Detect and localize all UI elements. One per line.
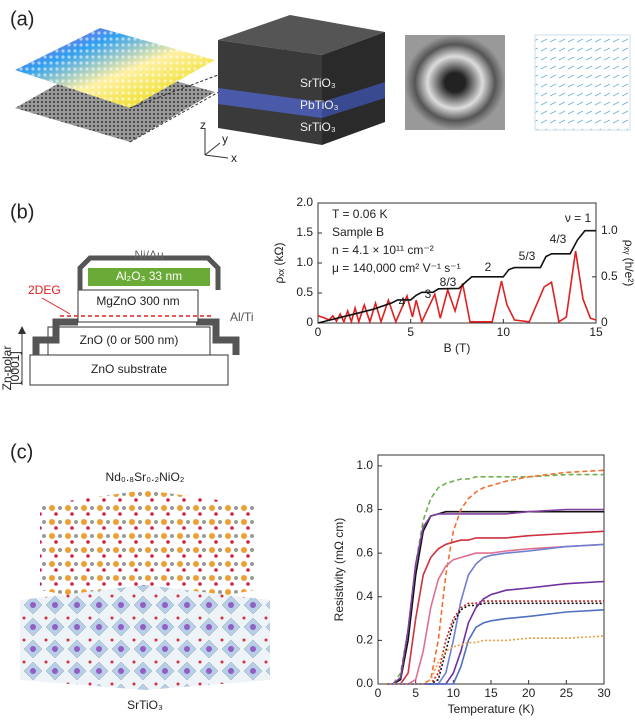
substrate bbox=[29, 354, 229, 386]
y-tick-label: 1.0 bbox=[356, 458, 373, 472]
y-tick-label: 0.5 bbox=[296, 285, 313, 299]
polarity-label: [0001] bbox=[8, 351, 22, 384]
layer-label: ZnO (0 or 500 nm) bbox=[80, 333, 179, 347]
series-line bbox=[385, 510, 604, 685]
annotation: T = 0.06 K bbox=[332, 207, 387, 221]
box-band bbox=[218, 88, 322, 118]
series-line bbox=[385, 469, 605, 685]
annotation: μ = 140,000 cm² V⁻¹ s⁻¹ bbox=[332, 261, 461, 275]
series-line bbox=[385, 530, 605, 685]
x-tick-label: 10 bbox=[497, 325, 511, 339]
polar-texture-dots bbox=[15, 28, 215, 108]
box-band bbox=[322, 82, 385, 118]
layer-label: Al₂O₃ 33 nm bbox=[116, 269, 182, 283]
plateau-label: 4 bbox=[399, 295, 406, 309]
series-line bbox=[385, 543, 605, 685]
axis-name: x bbox=[231, 151, 237, 165]
contact bbox=[32, 318, 240, 355]
plateau-label: ν = 1 bbox=[565, 211, 592, 225]
y-tick-label: 0.6 bbox=[356, 545, 373, 559]
contact-label: Al/Ti bbox=[230, 310, 254, 324]
x-tick-label: 5 bbox=[407, 325, 414, 339]
series-line bbox=[385, 508, 604, 685]
layer-label: ZnO substrate bbox=[91, 362, 167, 376]
series-line bbox=[385, 473, 604, 685]
y-tick-label: 0.2 bbox=[356, 633, 373, 647]
x-tick-label: 15 bbox=[484, 686, 498, 700]
x-tick-label: 20 bbox=[522, 686, 536, 700]
x-tick-label: 30 bbox=[597, 686, 611, 700]
y-axis-label: ρₓₓ (kΩ) bbox=[272, 242, 286, 283]
x-axis-label: B (T) bbox=[444, 341, 471, 355]
plateau-label: 2 bbox=[485, 260, 492, 274]
y-tick-label: 1.5 bbox=[296, 225, 313, 239]
oxide bbox=[88, 268, 210, 286]
y-tick-label: 0.8 bbox=[356, 502, 373, 516]
plateau-label: 8/3 bbox=[440, 275, 457, 289]
x-tick-label: 0 bbox=[375, 686, 382, 700]
series-line bbox=[317, 229, 596, 324]
y2-tick-label: 1.0 bbox=[601, 223, 618, 237]
y2-tick-label: 0.5 bbox=[601, 269, 618, 283]
y2-axis-label: ρₓᵧ (h/e²) bbox=[622, 240, 635, 287]
twodeg-pointer bbox=[41, 297, 71, 315]
axis-name: y bbox=[222, 132, 228, 146]
material-label: Nd₀.₈Sr₀.₂NiO₂ bbox=[106, 470, 185, 484]
y-tick-label: 2.0 bbox=[296, 195, 313, 209]
series-line bbox=[385, 635, 605, 685]
layer-label: SrTiO₃ bbox=[300, 76, 336, 90]
microscopy-image bbox=[405, 35, 505, 130]
buffer bbox=[47, 326, 211, 356]
y2-tick-label: 0 bbox=[601, 315, 608, 329]
axis-arrow bbox=[204, 154, 229, 159]
axis-arrow bbox=[204, 142, 221, 156]
series-line bbox=[385, 602, 604, 685]
x-tick-label: 15 bbox=[589, 325, 603, 339]
layer-label: MgZnO 300 nm bbox=[96, 294, 179, 308]
series-line bbox=[385, 543, 605, 685]
panel-label: (c) bbox=[10, 441, 33, 463]
polarity-arrowhead bbox=[18, 326, 26, 334]
plateau-label: 3 bbox=[425, 287, 432, 301]
substrate-lattice bbox=[20, 585, 270, 690]
nickelate-lattice bbox=[40, 490, 255, 610]
y-tick-label: 0.0 bbox=[356, 676, 373, 690]
x-tick-label: 5 bbox=[412, 686, 419, 700]
cap bbox=[77, 255, 221, 290]
series-line bbox=[385, 609, 605, 685]
vector-map bbox=[534, 34, 631, 131]
plateau-label: 4/3 bbox=[550, 232, 567, 246]
y-axis-label: Resistivity (mΩ cm) bbox=[332, 518, 346, 622]
y-tick-label: 0 bbox=[306, 315, 313, 329]
panel-label: (a) bbox=[10, 8, 34, 30]
plateau-label: 5/3 bbox=[519, 249, 536, 263]
material-label: SrTiO₃ bbox=[127, 698, 163, 712]
annotation: n = 4.1 × 10¹¹ cm⁻² bbox=[332, 243, 434, 257]
x-tick-label: 0 bbox=[315, 325, 322, 339]
annotation: Sample B bbox=[332, 225, 384, 239]
y-tick-label: 1.0 bbox=[296, 255, 313, 269]
layer-label: PbTiO₃ bbox=[300, 98, 339, 112]
box-front bbox=[218, 40, 322, 145]
y-tick-label: 0.4 bbox=[356, 589, 373, 603]
panel-label: (b) bbox=[10, 201, 34, 223]
twodeg-label: 2DEG bbox=[28, 283, 61, 297]
layer-label: Ni/Au bbox=[134, 248, 163, 262]
layer-label: SrTiO₃ bbox=[300, 120, 336, 134]
box-side bbox=[322, 32, 385, 145]
box-top bbox=[218, 15, 385, 55]
x-tick-label: 10 bbox=[447, 686, 461, 700]
x-tick-label: 25 bbox=[560, 686, 574, 700]
polarity-label: Zn-polar bbox=[0, 346, 14, 391]
axis-name: z bbox=[200, 118, 206, 132]
x-axis-label: Temperature (K) bbox=[448, 702, 535, 716]
